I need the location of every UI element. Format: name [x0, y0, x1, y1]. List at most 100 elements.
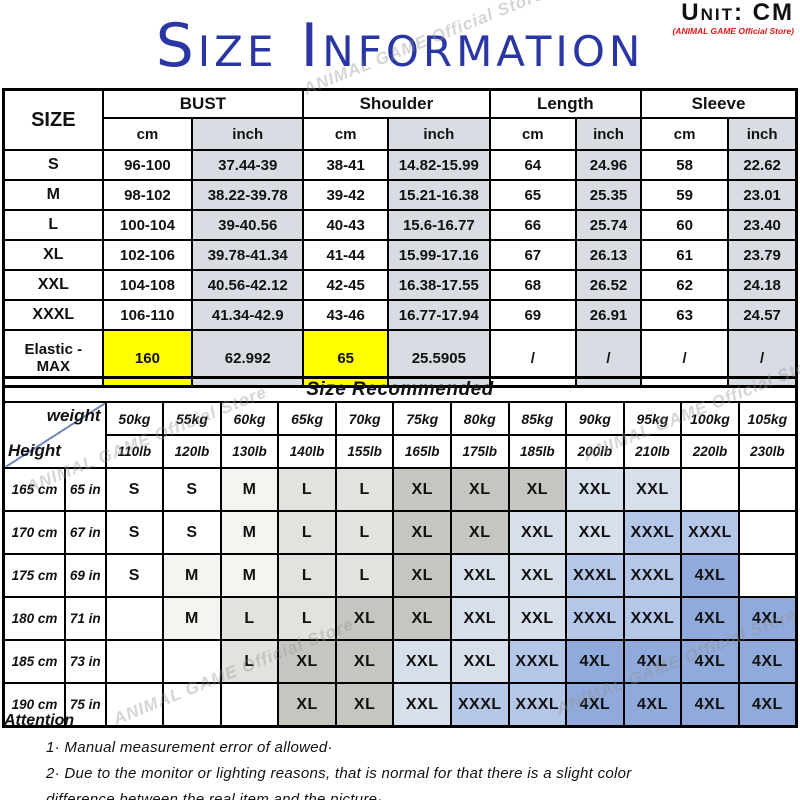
weight-lb-header: 200lb: [565, 434, 625, 469]
size-label-cell: XL: [2, 239, 104, 271]
rec-table-row: 190 cm 75 in XL XL XXL XXXL XXXL 4XL 4XL 4XL 4XL: [2, 682, 798, 728]
recommended-size-cell: XXXL: [680, 510, 740, 555]
recommended-size-cell: 4XL: [565, 682, 625, 728]
measurement-value-cell: 41-44: [302, 239, 390, 271]
weight-kg-header: 75kg: [392, 401, 452, 436]
rec-table-title: Size Recommended: [2, 376, 798, 403]
unit-label: Unit: CM: [681, 0, 794, 26]
recommended-size-cell: XL: [392, 553, 452, 598]
recommended-size-cell: XL: [277, 682, 337, 728]
attention-line: difference between the real item and the…: [46, 791, 383, 800]
recommended-size-cell: XXL: [565, 467, 625, 512]
unit-cm-header: cm: [488, 117, 578, 151]
height-in-cell: 71 in: [63, 596, 107, 641]
recommended-size-cell: 4XL: [565, 639, 625, 684]
measure-group-header: Sleeve: [640, 88, 798, 119]
recommended-size-cell: XXXL: [565, 553, 625, 598]
size-table-row: XXL 104-108 40.56-42.12 42-45 16.38-17.55 68 2…: [2, 269, 798, 301]
weight-kg-header: 105kg: [737, 401, 798, 436]
measurement-value-cell: 40-43: [302, 209, 390, 241]
recommended-size-cell: XL: [392, 510, 452, 555]
recommended-size-cell: 4XL: [680, 682, 740, 728]
measurement-value-cell: 38-41: [302, 149, 390, 181]
store-name-label: (ANIMAL GAME Official Store): [672, 26, 794, 36]
recommended-size-cell: S: [104, 467, 165, 512]
weight-lb-header: 210lb: [622, 434, 683, 469]
weight-lb-header: 130lb: [219, 434, 280, 469]
recommended-size-cell: XXL: [449, 596, 510, 641]
recommended-size-cell: XXL: [449, 553, 510, 598]
weight-kg-header: 90kg: [565, 401, 625, 436]
measurement-value-cell: 40.56-42.12: [191, 269, 305, 301]
empty-size-cell: [162, 639, 222, 684]
unit-cm-header: cm: [302, 117, 390, 151]
measurement-value-cell: 38.22-39.78: [191, 179, 305, 211]
rec-weight-lb-row: 110lb 120lb 130lb 140lb 155lb 165lb 175lb 185lb…: [4, 434, 798, 469]
attention-lines: 1· Manual measurement error of allowed· 2…: [4, 739, 796, 800]
measurement-value-cell: 67: [488, 239, 578, 271]
height-in-cell: 73 in: [63, 639, 107, 684]
recommended-size-cell: 4XL: [737, 682, 798, 728]
measurement-value-cell: 63: [640, 299, 730, 331]
measurement-value-cell: 24.96: [574, 149, 643, 181]
size-table-row: XXXL 106-110 41.34-42.9 43-46 16.77-17.94 69 2…: [2, 299, 798, 331]
measurement-value-cell: 22.62: [727, 149, 798, 181]
unit-inch-header: inch: [574, 117, 643, 151]
size-table-row: L 100-104 39-40.56 40-43 15.6-16.77 66 25.74 60…: [2, 209, 798, 241]
empty-size-cell: [737, 467, 798, 512]
recommended-size-cell: XL: [277, 639, 337, 684]
measurement-value-cell: 24.18: [727, 269, 798, 301]
empty-size-cell: [737, 510, 798, 555]
measurement-value-cell: 41.34-42.9: [191, 299, 305, 331]
recommended-size-cell: L: [219, 639, 280, 684]
recommended-size-cell: M: [162, 553, 222, 598]
unit-inch-header: inch: [191, 117, 305, 151]
recommended-size-cell: XXL: [507, 510, 568, 555]
weight-lb-header: 230lb: [737, 434, 798, 469]
measurement-value-cell: 39-42: [302, 179, 390, 211]
empty-size-cell: [680, 467, 740, 512]
size-table-group-row: SIZE BUST Shoulder Length Sleeve: [2, 88, 798, 151]
measurement-value-cell: 39-40.56: [191, 209, 305, 241]
weight-lb-header: 140lb: [277, 434, 337, 469]
empty-size-cell: [104, 639, 165, 684]
attention-line: 1· Manual measurement error of allowed·: [46, 739, 333, 756]
recommended-size-cell: XXXL: [622, 553, 683, 598]
height-cm-cell: 175 cm: [2, 553, 66, 598]
unit-inch-header: inch: [387, 117, 491, 151]
measurement-value-cell: 23.01: [727, 179, 798, 211]
page-title: Size Information: [155, 11, 645, 81]
size-table-row: S 96-100 37.44-39 38-41 14.82-15.99 64 24.96 58…: [2, 149, 798, 181]
recommended-size-cell: L: [219, 596, 280, 641]
measurement-value-cell: 69: [488, 299, 578, 331]
unit-block: Unit: CM (ANIMAL GAME Official Store): [672, 0, 794, 37]
empty-size-cell: [219, 682, 280, 728]
weight-kg-header: 95kg: [622, 401, 683, 436]
recommended-size-cell: 4XL: [622, 682, 683, 728]
recommended-size-cell: XL: [392, 596, 452, 641]
weight-kg-header: 65kg: [277, 401, 337, 436]
size-label-cell: XXL: [2, 269, 104, 301]
recommended-size-cell: XXXL: [622, 510, 683, 555]
measurement-value-cell: 42-45: [302, 269, 390, 301]
height-cm-cell: 190 cm: [2, 682, 66, 728]
rec-table-row: 175 cm 69 in S M M L L XL XXL XXL XXXL XXXL 4XL: [2, 553, 798, 598]
height-cm-cell: 170 cm: [2, 510, 66, 555]
recommended-size-cell: M: [162, 596, 222, 641]
weight-lb-header: 175lb: [449, 434, 510, 469]
recommended-size-cell: L: [277, 553, 337, 598]
recommended-size-cell: 4XL: [737, 639, 798, 684]
attention-section: Attention 1· Manual measurement error of…: [4, 712, 796, 800]
measure-group-header: BUST: [101, 88, 305, 119]
recommended-size-cell: XXXL: [507, 639, 568, 684]
measurement-value-cell: 16.77-17.94: [387, 299, 491, 331]
measurement-value-cell: 59: [640, 179, 730, 211]
recommended-size-cell: 4XL: [680, 639, 740, 684]
height-cm-cell: 185 cm: [2, 639, 66, 684]
size-table-unit-row: cm inch cm inch cm inch cm inch: [4, 117, 798, 151]
measurement-value-cell: 98-102: [101, 179, 194, 211]
measurement-value-cell: 104-108: [101, 269, 194, 301]
weight-lb-header: 220lb: [680, 434, 740, 469]
measurement-value-cell: 16.38-17.55: [387, 269, 491, 301]
